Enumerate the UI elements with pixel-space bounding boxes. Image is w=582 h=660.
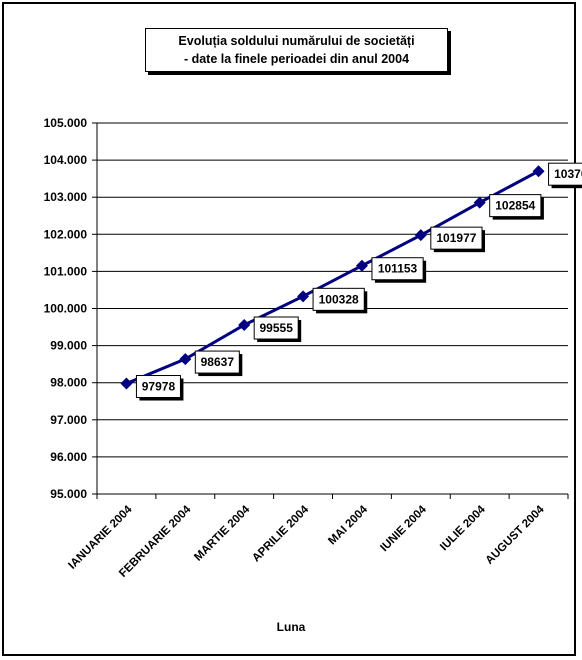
data-label-text: 100328 <box>319 292 359 306</box>
data-label-box <box>194 350 240 374</box>
data-label-text: 98637 <box>201 355 235 369</box>
y-tick-label: 102.000 <box>44 227 88 241</box>
data-label: 101153 <box>371 257 427 283</box>
data-label-text: 102854 <box>495 199 535 213</box>
data-label: 98637 <box>194 350 243 377</box>
y-tick-label: 98.000 <box>50 376 87 390</box>
data-point <box>238 319 251 332</box>
x-tick-label: IULIE 2004 <box>438 503 488 553</box>
chart-title: Evoluția soldului numărului de societăți… <box>145 28 448 72</box>
data-label: 103701 <box>548 162 582 189</box>
axes <box>92 122 569 499</box>
data-label-box <box>135 375 181 399</box>
y-tick-label: 101.000 <box>44 264 88 278</box>
data-label-box <box>489 194 542 218</box>
data-label-text: 101977 <box>436 231 476 245</box>
data-label-text: 101153 <box>378 262 418 276</box>
y-tick-label: 104.000 <box>44 153 88 167</box>
chart-title-line-1: Evoluția soldului numărului de societăți <box>178 34 415 48</box>
x-axis-label: Luna <box>276 620 306 634</box>
data-label-box <box>548 162 582 186</box>
data-label: 101977 <box>430 226 486 253</box>
data-point <box>179 353 192 366</box>
y-tick-label: 99.000 <box>50 339 87 353</box>
data-point <box>414 229 427 242</box>
data-point <box>473 196 486 209</box>
data-label-text: 97978 <box>142 380 176 394</box>
x-tick-label: MARTIE 2004 <box>192 503 252 563</box>
y-tick-label: 97.000 <box>50 413 87 427</box>
data-point <box>532 165 545 178</box>
y-tick-label: 95.000 <box>50 487 87 501</box>
data-label-box <box>430 226 483 250</box>
chart-title-line-2: - date la finele perioadei din anul 2004 <box>183 52 410 66</box>
data-label-box <box>253 316 299 340</box>
data-label-box <box>371 257 424 281</box>
series-markers <box>120 165 545 390</box>
data-labels: 97978 98637 99555 100328 101153 101977 102854 1… <box>135 162 582 401</box>
y-tick-label: 100.000 <box>44 302 88 316</box>
data-point <box>297 290 310 303</box>
data-label-box <box>312 287 365 311</box>
data-label: 102854 <box>489 194 544 220</box>
x-tick-label: APRILIE 2004 <box>250 503 311 564</box>
data-point <box>355 259 368 272</box>
x-tick-label: IUNIE 2004 <box>378 503 429 554</box>
y-tick-label: 96.000 <box>50 450 87 464</box>
y-tick-label: 103.000 <box>44 190 88 204</box>
data-point <box>120 377 133 390</box>
data-label-text: 103701 <box>554 167 582 181</box>
y-tick-label: 105.000 <box>44 116 88 130</box>
data-label: 100328 <box>312 287 368 314</box>
data-label: 97978 <box>135 375 184 401</box>
data-label: 99555 <box>253 316 302 343</box>
x-tick-label: AUGUST 2004 <box>484 503 548 567</box>
data-label-text: 99555 <box>260 321 294 335</box>
y-tick-labels: 95.000 96.000 97.000 98.000 99.000 100.000 101… <box>44 116 88 501</box>
x-tick-label: IANUARIE 2004 <box>66 503 135 572</box>
x-tick-label: MAI 2004 <box>326 503 370 547</box>
